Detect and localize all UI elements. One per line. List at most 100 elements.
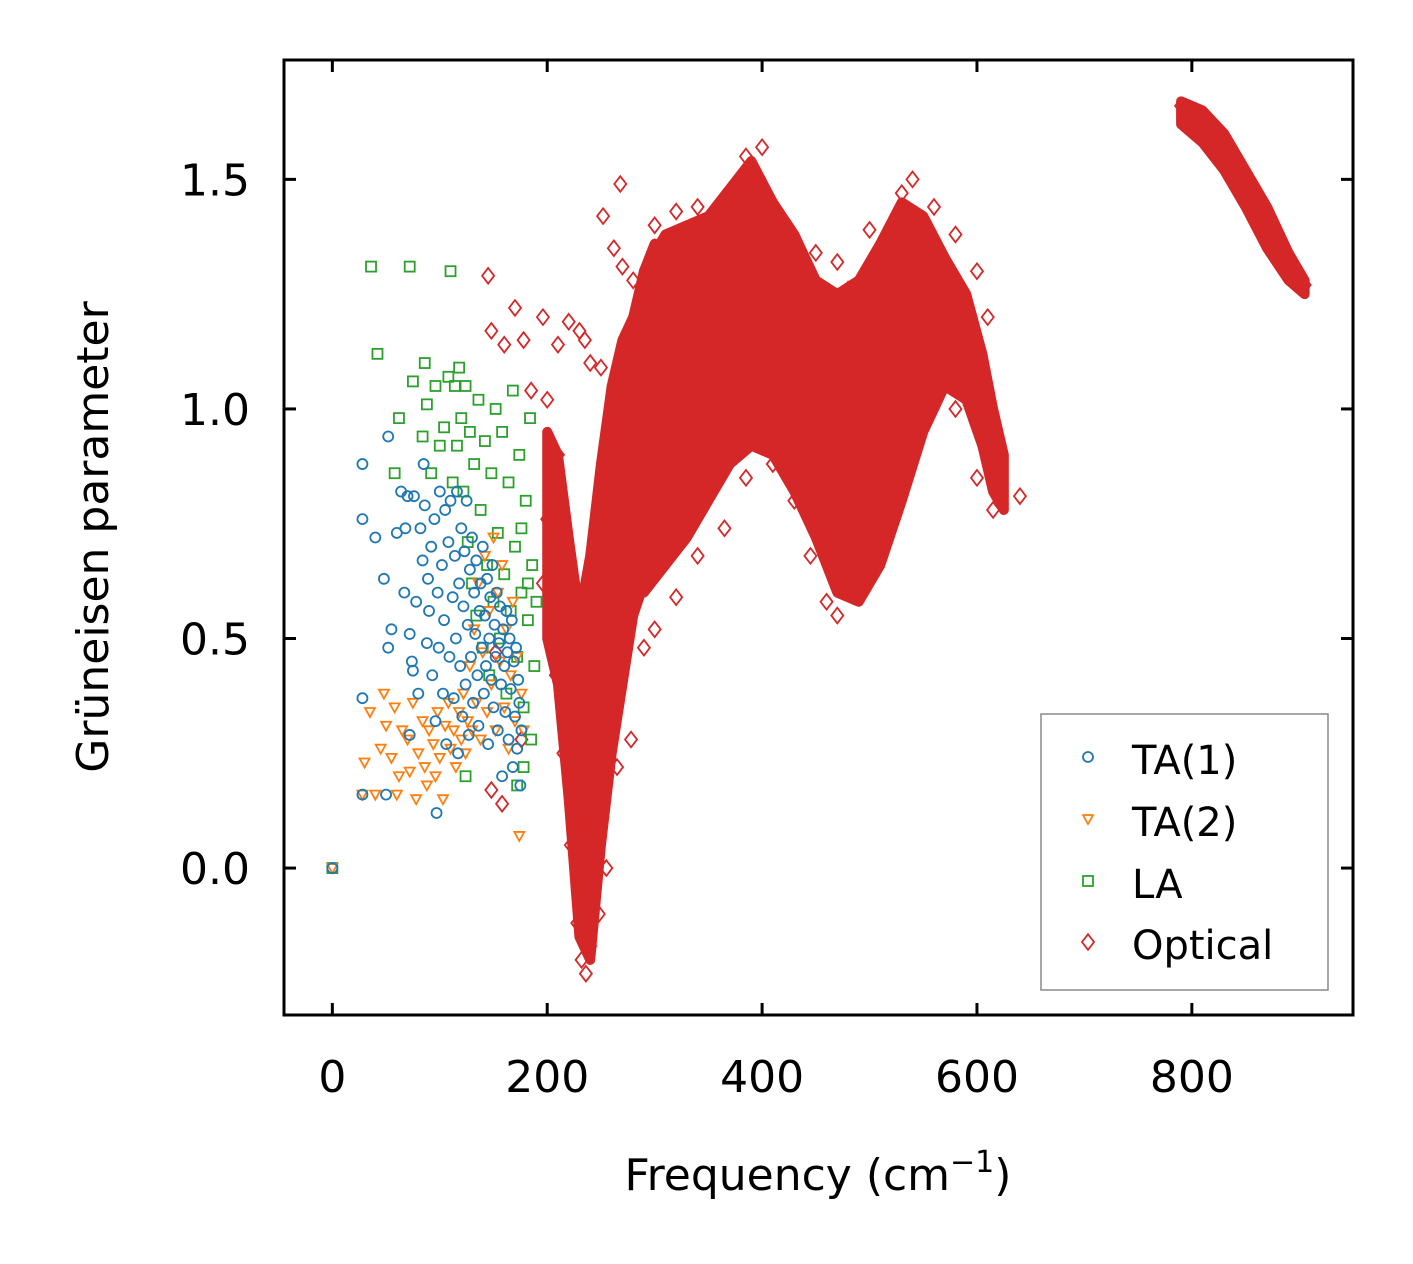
point-la: [365, 260, 377, 273]
point-la: [502, 476, 515, 489]
point-ta1: [407, 664, 419, 677]
point-ta1: [487, 701, 500, 714]
point-ta2: [447, 725, 461, 738]
point-optical: [701, 220, 716, 240]
point-ta1: [468, 586, 481, 599]
point-ta1: [403, 628, 416, 640]
plot-frame: [282, 58, 1355, 1017]
point-optical: [830, 252, 845, 272]
point-optical: [803, 546, 818, 566]
point-ta2: [416, 716, 430, 729]
point-ta1: [420, 637, 433, 650]
x-tick-label: 0: [318, 1052, 346, 1103]
point-ta2: [392, 771, 406, 784]
point-optical: [535, 307, 551, 327]
point-ta2: [433, 752, 447, 765]
point-optical: [738, 147, 754, 166]
x-tick-label: 200: [505, 1052, 589, 1103]
y-tick-label: 1.0: [180, 385, 250, 436]
point-ta2: [480, 707, 494, 719]
data-points: [325, 96, 1312, 983]
point-ta1: [466, 531, 478, 544]
point-la: [525, 733, 538, 746]
point-ta2: [474, 734, 488, 747]
point-la: [498, 568, 511, 581]
point-ta2: [428, 771, 443, 784]
x-tick-label: 800: [1150, 1052, 1234, 1103]
point-ta1: [378, 572, 390, 585]
point-optical: [516, 330, 531, 350]
point-ta1: [426, 669, 439, 682]
point-optical: [862, 220, 877, 240]
point-ta1: [401, 490, 414, 503]
point-ta1: [479, 609, 491, 622]
point-optical: [480, 266, 496, 286]
point-optical: [497, 335, 512, 354]
point-ta2: [363, 707, 377, 719]
optical-band-main: [638, 156, 1009, 607]
legend-frame: [1040, 713, 1329, 991]
point-ta1: [458, 545, 471, 558]
point-ta2: [411, 748, 425, 761]
point-optical: [776, 252, 791, 272]
point-optical: [926, 197, 942, 217]
legend-marker-ta2: [1081, 814, 1095, 826]
point-ta1: [428, 513, 441, 526]
point-ta1: [446, 591, 459, 604]
point-la: [524, 412, 536, 425]
point-ta1: [385, 623, 398, 636]
point-optical: [591, 904, 606, 924]
point-ta1: [442, 536, 455, 548]
point-optical: [1227, 160, 1242, 180]
point-ta1: [500, 605, 513, 617]
point-ta1: [414, 522, 427, 535]
point-optical: [894, 183, 909, 203]
point-la: [451, 439, 463, 452]
point-optical: [599, 858, 614, 878]
point-ta1: [453, 577, 466, 590]
point-ta1: [508, 655, 520, 668]
point-la: [509, 540, 521, 553]
point-ta2: [512, 831, 526, 843]
point-optical: [636, 638, 652, 657]
point-ta1: [461, 618, 474, 631]
legend-marker-ta1: [1082, 751, 1094, 763]
y-tick-label: 0.5: [180, 615, 250, 666]
point-ta1: [436, 559, 448, 571]
point-ta2: [506, 596, 520, 609]
point-ta2: [420, 780, 434, 793]
point-ta1: [433, 485, 446, 498]
point-ta1: [460, 494, 473, 507]
point-optical: [507, 298, 523, 318]
point-optical: [797, 280, 813, 299]
point-optical: [1012, 486, 1028, 506]
point-la: [455, 412, 468, 425]
point-optical: [733, 170, 748, 189]
point-la: [515, 586, 528, 599]
point-ta1: [512, 673, 525, 686]
point-optical: [615, 257, 630, 276]
point-optical: [830, 606, 845, 625]
point-ta2: [422, 725, 436, 738]
point-ta1: [505, 614, 518, 627]
point-la: [511, 779, 524, 792]
point-ta1: [475, 641, 488, 654]
point-optical: [540, 509, 555, 529]
point-optical: [669, 202, 684, 221]
point-ta1: [472, 719, 485, 732]
point-ta1: [449, 632, 462, 645]
point-ta1: [431, 586, 444, 599]
point-ta1: [499, 706, 512, 718]
legend-marker-optical: [1080, 932, 1096, 952]
point-ta1: [398, 586, 411, 599]
point-la: [429, 380, 442, 392]
point-optical: [1259, 220, 1275, 240]
point-ta1: [465, 650, 477, 663]
point-ta1: [470, 554, 483, 567]
point-ta2: [355, 789, 369, 802]
point-optical: [609, 757, 625, 777]
point-la: [433, 439, 446, 452]
point-ta1: [481, 572, 493, 585]
point-optical: [561, 312, 576, 331]
optical-bands: [542, 96, 1310, 965]
